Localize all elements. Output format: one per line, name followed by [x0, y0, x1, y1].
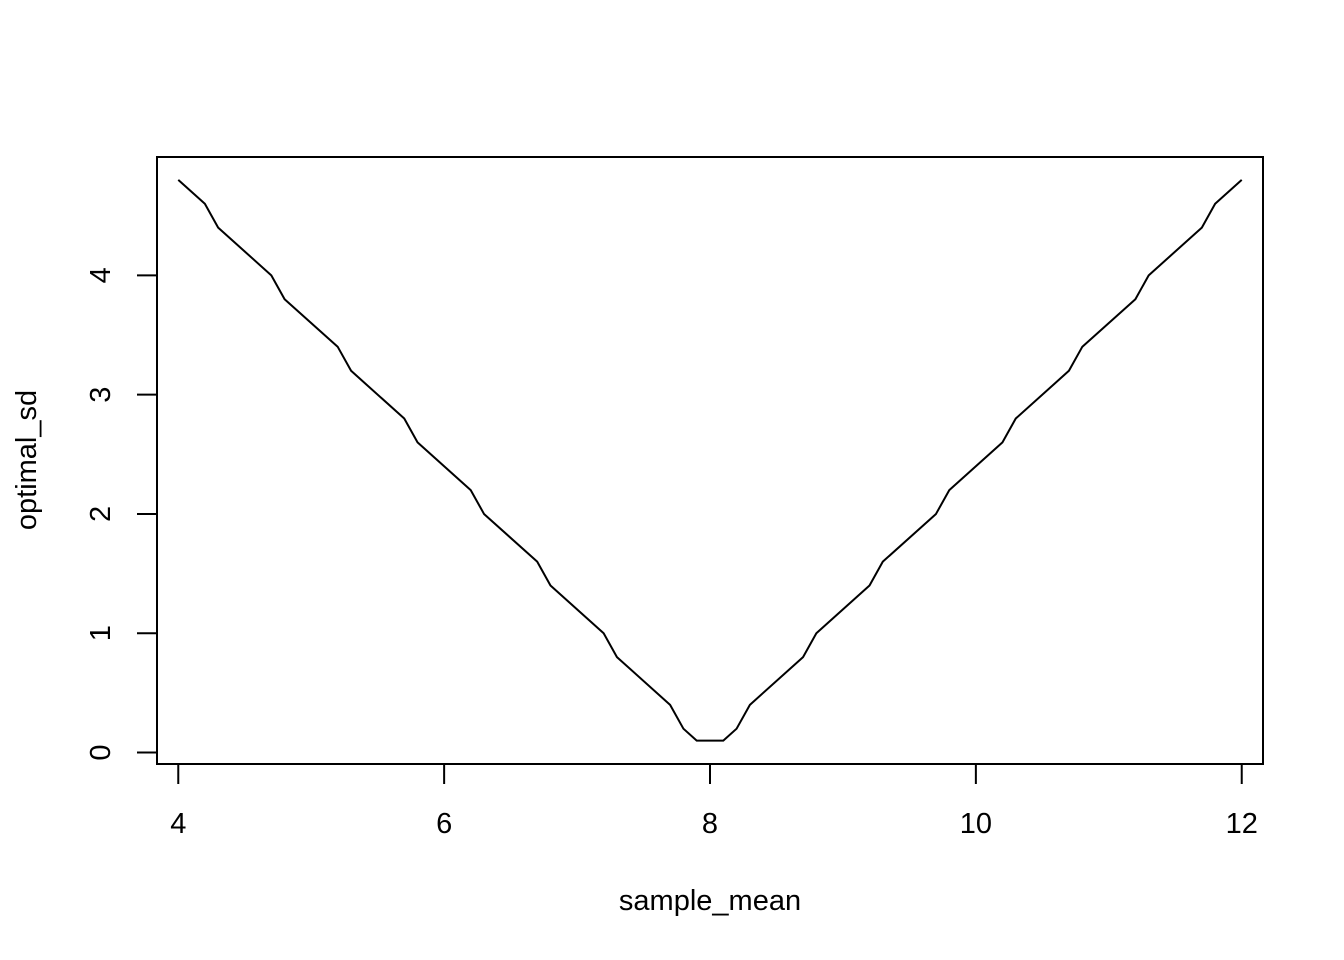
- x-axis-label: sample_mean: [619, 885, 801, 917]
- y-axis-label: optimal_sd: [11, 390, 43, 530]
- series-line: [177, 179, 1243, 742]
- y-tick-label: 1: [85, 625, 117, 641]
- x-tick-label: 8: [702, 808, 718, 840]
- series-layer: [177, 179, 1243, 742]
- x-tick-label: 4: [170, 808, 186, 840]
- x-tick-label: 6: [436, 808, 452, 840]
- y-axis: 0 1 2 3 4: [85, 267, 158, 761]
- y-tick-label: 2: [85, 506, 117, 522]
- y-tick-label: 4: [85, 267, 117, 283]
- x-tick-label: 12: [1226, 808, 1258, 840]
- y-tick-label: 0: [85, 744, 117, 760]
- x-axis: 4 6 8 10 12: [170, 763, 1258, 840]
- y-tick-label: 3: [85, 387, 117, 403]
- x-tick-label: 10: [960, 808, 992, 840]
- plot-frame: [156, 156, 1264, 765]
